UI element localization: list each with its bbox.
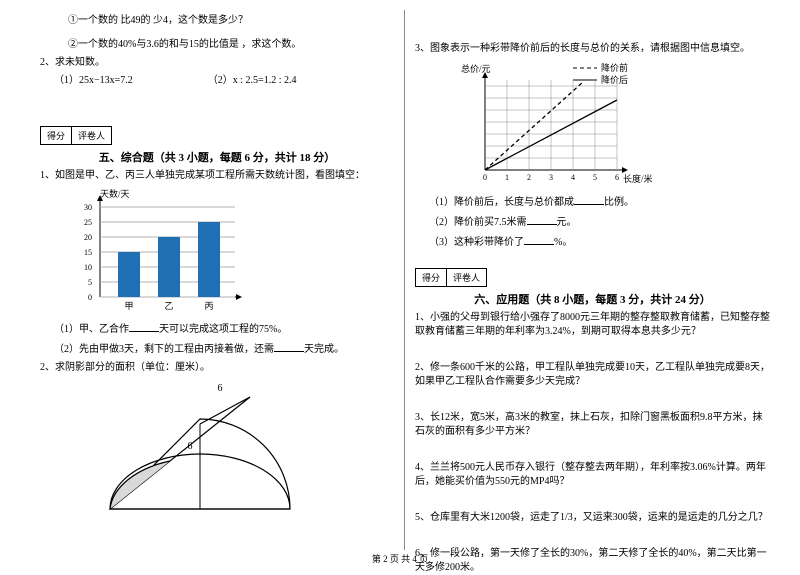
svg-text:25: 25 [84,218,92,227]
q3-3-pre: （3）这种彩带降价了 [429,237,524,248]
svg-text:5: 5 [593,173,597,182]
app-q6: 6、修一段公路，第一天修了全长的30%，第二天修了全长的40%，第二天比第一天多… [415,547,770,575]
grader-label: 评卷人 [72,127,111,144]
app-q2: 2、修一条600千米的公路，甲工程队单独完成要10天，乙工程队单独完成要8天，如… [415,361,770,389]
q3-1-post: 比例。 [604,197,634,208]
left-column: ①一个数的 比49的 少4，这个数是多少？ ②一个数的40%与3.6的和与15的… [30,10,405,550]
bar-y-label: 天数/天 [100,188,130,199]
s5-q1a-post: 天可以完成这项工程的75%。 [159,324,287,335]
svg-text:30: 30 [84,203,92,212]
svg-text:1: 1 [505,173,509,182]
blank [574,194,604,205]
q1-sub2: ②一个数的40%与3.6的和与15的比值是 ，求这个数。 [40,38,394,52]
app-q3: 3、长12米，宽5米，高3米的教室，抹上石灰，扣除门窗黑板面积9.8平方米，抹石… [415,411,770,439]
geom-label-top: 6 [218,383,223,394]
score-label: 得分 [41,127,72,144]
s5-q1a: （1）甲、乙合作 天可以完成这项工程的75%。 [40,321,394,337]
q3-1: （1）降价前后，长度与总价都成 比例。 [415,194,770,210]
score-label: 得分 [416,269,447,286]
blank [524,234,554,245]
q3: 3、图象表示一种彩带降价前后的长度与总价的关系，请根据图中信息填空。 [415,42,770,56]
s5-q2: 2、求阴影部分的面积（单位：厘米）。 [40,361,394,375]
q1-sub1: ①一个数的 比49的 少4，这个数是多少？ [40,14,394,28]
q3-3-post: %。 [554,237,572,248]
grader-label: 评卷人 [447,269,486,286]
svg-text:4: 4 [571,173,575,182]
blank [527,214,557,225]
line-chart: 降价前 降价后 总价/元 [455,60,770,190]
s5-q1b: （2）先由甲做3天，剩下的工程由丙接着做，还需 天完成。 [40,341,394,357]
blank [274,341,304,352]
app-q1: 1、小强的父母到银行给小强存了8000元三年期的整存整取教育储蓄，已知整存整取教… [415,311,770,339]
y-axis-label: 总价/元 [461,63,491,74]
x-axis-label: 长度/米 [623,173,653,184]
svg-text:乙: 乙 [164,301,173,311]
q2-row: （1）25x−13x=7.2 （2）x : 2.5=1.2 : 2.4 [40,74,394,88]
s5-q1: 1、如图是甲、乙、丙三人单独完成某项工程所需天数统计图，看图填空： [40,169,394,183]
scorebox-5: 得分 评卷人 [40,126,112,145]
section-6-title: 六、应用题（共 8 小题，每题 3 分，共计 24 分） [415,291,770,307]
svg-text:甲: 甲 [124,301,133,311]
bar-chart: 天数/天 0 5 10 15 20 [70,187,394,317]
app-q5: 5、仓库里有大米1200袋，运走了1/3，又运来300袋，运来的是运走的几分之几… [415,511,770,525]
svg-text:3: 3 [549,173,553,182]
bar-yi [158,237,180,297]
s5-q1b-pre: （2）先由甲做3天，剩下的工程由丙接着做，还需 [54,344,274,355]
svg-text:2: 2 [527,173,531,182]
bar-bing [198,222,220,297]
q2-a: （1）25x−13x=7.2 [54,75,133,86]
svg-text:6: 6 [615,173,619,182]
svg-text:5: 5 [88,278,92,287]
scorebox-6: 得分 评卷人 [415,268,487,287]
s5-q1b-post: 天完成。 [304,344,344,355]
svg-text:15: 15 [84,248,92,257]
svg-text:0: 0 [88,293,92,302]
q3-2: （2）降价前买7.5米需 元。 [415,214,770,230]
s5-q1a-pre: （1）甲、乙合作 [54,324,129,335]
app-q4: 4、兰兰将500元人民币存入银行（整存整去两年期），年利率按3.06%计算。两年… [415,461,770,489]
q3-2-post: 元。 [557,217,577,228]
svg-text:20: 20 [84,233,92,242]
q3-2-pre: （2）降价前买7.5米需 [429,217,527,228]
legend-before: 降价前 [601,62,628,73]
legend-after: 降价后 [601,74,628,85]
q3-3: （3）这种彩带降价了 %。 [415,234,770,250]
q2-title: 2、求未知数。 [40,56,394,70]
section-5-title: 五、综合题（共 3 小题，每题 6 分，共计 18 分） [40,149,394,165]
right-column: 3、图象表示一种彩带降价前后的长度与总价的关系，请根据图中信息填空。 降价前 降… [405,10,780,550]
svg-text:10: 10 [84,263,92,272]
q2-b: （2）x : 2.5=1.2 : 2.4 [208,75,297,86]
svg-text:丙: 丙 [204,301,213,311]
q3-1-pre: （1）降价前后，长度与总价都成 [429,197,574,208]
bar-jia [118,252,140,297]
geom-figure: 6 6 [90,379,394,519]
svg-text:0: 0 [483,173,487,182]
blank [129,321,159,332]
